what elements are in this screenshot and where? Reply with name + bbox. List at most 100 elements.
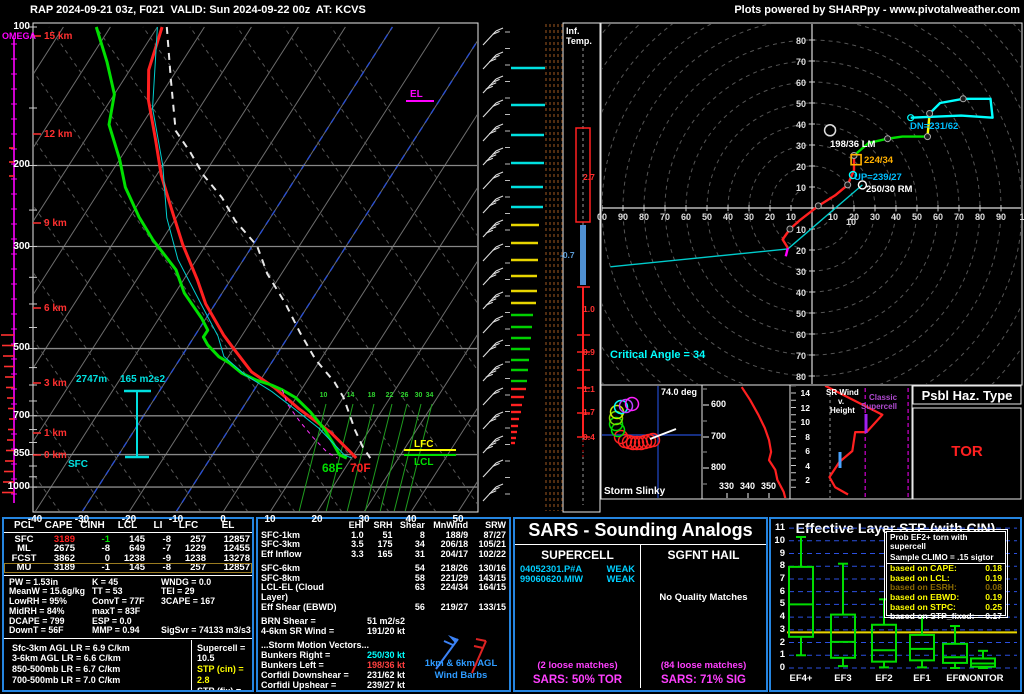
thermo-col1: PW = 1.53in MeanW = 15.6g/kg LowRH = 95% Mi… <box>9 576 86 637</box>
height-label: 1 km <box>44 428 67 439</box>
storm-motion-header: ...Storm Motion Vectors... <box>261 640 370 651</box>
svg-text:10: 10 <box>846 217 856 227</box>
height-label: 6 km <box>44 303 67 314</box>
sr-wind-46: 4-6km SR Wind = 191/20 kt <box>261 626 406 637</box>
wind-barb-column <box>482 27 504 502</box>
list-item: PW = 1.53in <box>9 576 59 587</box>
stp-y-label: 10 <box>774 534 785 546</box>
temp-axis-label: 40 <box>405 514 417 525</box>
svg-text:EF3: EF3 <box>834 673 851 684</box>
shear-row: Eff Shear (EBWD) 56 219/27 133/15 <box>261 601 506 612</box>
eil-label: 165 m2s2 <box>120 374 166 385</box>
thetae-value-label: 330 <box>719 481 735 491</box>
list-item: Sfc-3km AGL LR = 6.9 C/km <box>12 642 130 653</box>
svg-text:50: 50 <box>796 99 806 109</box>
stp-y-label: 11 <box>774 522 785 534</box>
stp-panel: EF4+ EF3 EF2 EF1 EF0 NONTOR Effective Layer S… <box>769 517 1022 692</box>
thetae-value-label: 350 <box>761 481 777 491</box>
sr-wind-title-3: Height <box>830 406 855 415</box>
mixing-ratio-label: 30 <box>414 392 423 399</box>
svg-text:40: 40 <box>723 212 733 222</box>
sars-left-matches: (2 loose matches) <box>537 660 618 671</box>
list-item: DownT = 56F <box>9 625 64 636</box>
lfc-label: LFC <box>414 439 434 450</box>
parcel-row-mu: MU 3189 -1 145 -8 257 12857 <box>4 563 252 573</box>
svg-text:90: 90 <box>996 212 1006 222</box>
storm-motion-row: Bunkers Left = 198/36 kt <box>261 659 406 670</box>
divider <box>4 637 252 639</box>
shear-row: Eff Inflow 3.3 165 31 204/17 102/22 <box>261 549 506 560</box>
svg-text:80: 80 <box>796 372 806 382</box>
svg-text:70: 70 <box>954 212 964 222</box>
col-li: LI <box>153 520 163 531</box>
stp-y-label: 9 <box>779 547 785 559</box>
stp-probability-box: Prob EF2+ torn with supercell Sample CLI… <box>884 529 1008 621</box>
svg-text:10: 10 <box>796 183 806 193</box>
list-item: DCAPE = 799 <box>9 615 65 626</box>
composite-indices: Supercell = 10.5 STP (cin) = 2.8 STP (fix)… <box>192 640 252 691</box>
inf-temp-title-2: Temp. <box>566 36 592 46</box>
list-item: TT = 53 <box>92 586 123 597</box>
inf-temp-value: -0.7 <box>560 250 575 260</box>
svg-text:50: 50 <box>702 212 712 222</box>
sr-wind <box>791 386 909 498</box>
mixing-ratio-label: 34 <box>425 392 434 399</box>
col-cinh: CINH <box>80 520 105 531</box>
sars-right-matches: (84 loose matches) <box>660 660 747 671</box>
supercell-class-2: Supercell <box>861 402 898 411</box>
svg-text:EF4+: EF4+ <box>790 673 813 684</box>
sfc-label: SFC <box>68 459 88 470</box>
sr-wind-title-1: SR Wind <box>826 388 859 397</box>
stp-y-label: 8 <box>779 560 785 572</box>
hodograph-axis-labels: 00 90 80 70 60 50 40 30 20 10 10 20 30 40 50 60 70 80 90 11… <box>597 36 1024 382</box>
storm-motion-row: Bunkers Right = 250/30 kt <box>261 650 406 661</box>
temp-axis-label: 0 <box>220 514 226 525</box>
parcel-table-header: PCL CAPE CINH LCL LI LFC EL <box>4 519 252 533</box>
svg-text:60: 60 <box>796 78 806 88</box>
svg-text:NONTOR: NONTOR <box>963 673 1004 684</box>
barb-caption-2: Wind Barbs <box>434 670 488 681</box>
list-item: MidRH = 84% <box>9 605 65 616</box>
svg-text:20: 20 <box>796 162 806 172</box>
list-item: LowRH = 95% <box>9 596 67 607</box>
temp-axis-label: 20 <box>311 514 323 525</box>
pressure-label: 1000 <box>7 481 30 492</box>
svg-text:60: 60 <box>681 212 691 222</box>
temp-axis-label: 10 <box>264 514 276 525</box>
list-item: 700-500mb LR = 7.0 C/km <box>12 674 121 685</box>
brn-shear: BRN Shear = 51 m2/s2 <box>261 616 406 627</box>
list-item: 3CAPE = 167 <box>161 596 216 607</box>
prob-row: based on LCL: 0.19 <box>890 572 1002 583</box>
skewt-background <box>34 26 477 511</box>
list-item: ESP = 0.0 <box>92 615 132 626</box>
stp-y-label: 2 <box>779 636 785 648</box>
sr-height-label: 4 <box>805 460 810 471</box>
prob-rows: based on CAPE: 0.18 based on LCL: 0.19 based… <box>887 564 1005 622</box>
parcel-row-sfc: SFC 3189 -1 145 -8 257 12857 <box>14 533 251 545</box>
storm-motion-row: Corfidi Downshear = 231/62 kt <box>261 669 406 680</box>
barb-caption-1: 1km & 6km AGL <box>424 658 498 669</box>
thermo-col2: K = 45 TT = 53 ConvT = 77F maxT = 83F ESP = … <box>92 577 145 637</box>
svg-text:EF1: EF1 <box>913 673 931 684</box>
thermo-panel: PCL CAPE CINH LCL LI LFC EL SFC 3189 -1 … <box>2 517 254 692</box>
svg-text:10: 10 <box>796 225 806 235</box>
storm-motion-row: Corfidi Upshear = 239/27 kt <box>261 679 406 690</box>
pressure-label: 100 <box>13 21 30 32</box>
slinky-title: Storm Slinky <box>604 486 666 497</box>
col-lfc: LFC <box>178 520 199 531</box>
pressure-label: 300 <box>13 241 30 252</box>
mixing-ratio-label: 18 <box>367 392 376 399</box>
svg-text:10: 10 <box>828 212 838 222</box>
col-cape: CAPE <box>44 520 73 531</box>
shear-row: SFC-1km 1.0 51 8 188/9 87/27 <box>261 529 506 540</box>
stp-y-label: 4 <box>779 611 785 623</box>
skewt-profiles <box>94 26 372 460</box>
prob-row: based on STP_fixed: 0.17 <box>890 611 1002 622</box>
list-item: MeanW = 15.6g/kg <box>9 586 86 597</box>
inf-temp-title-1: Inf. <box>566 26 580 36</box>
sr-wind-title-2: v. <box>838 397 845 406</box>
svg-text:90: 90 <box>618 212 628 222</box>
svg-text:20: 20 <box>765 212 775 222</box>
